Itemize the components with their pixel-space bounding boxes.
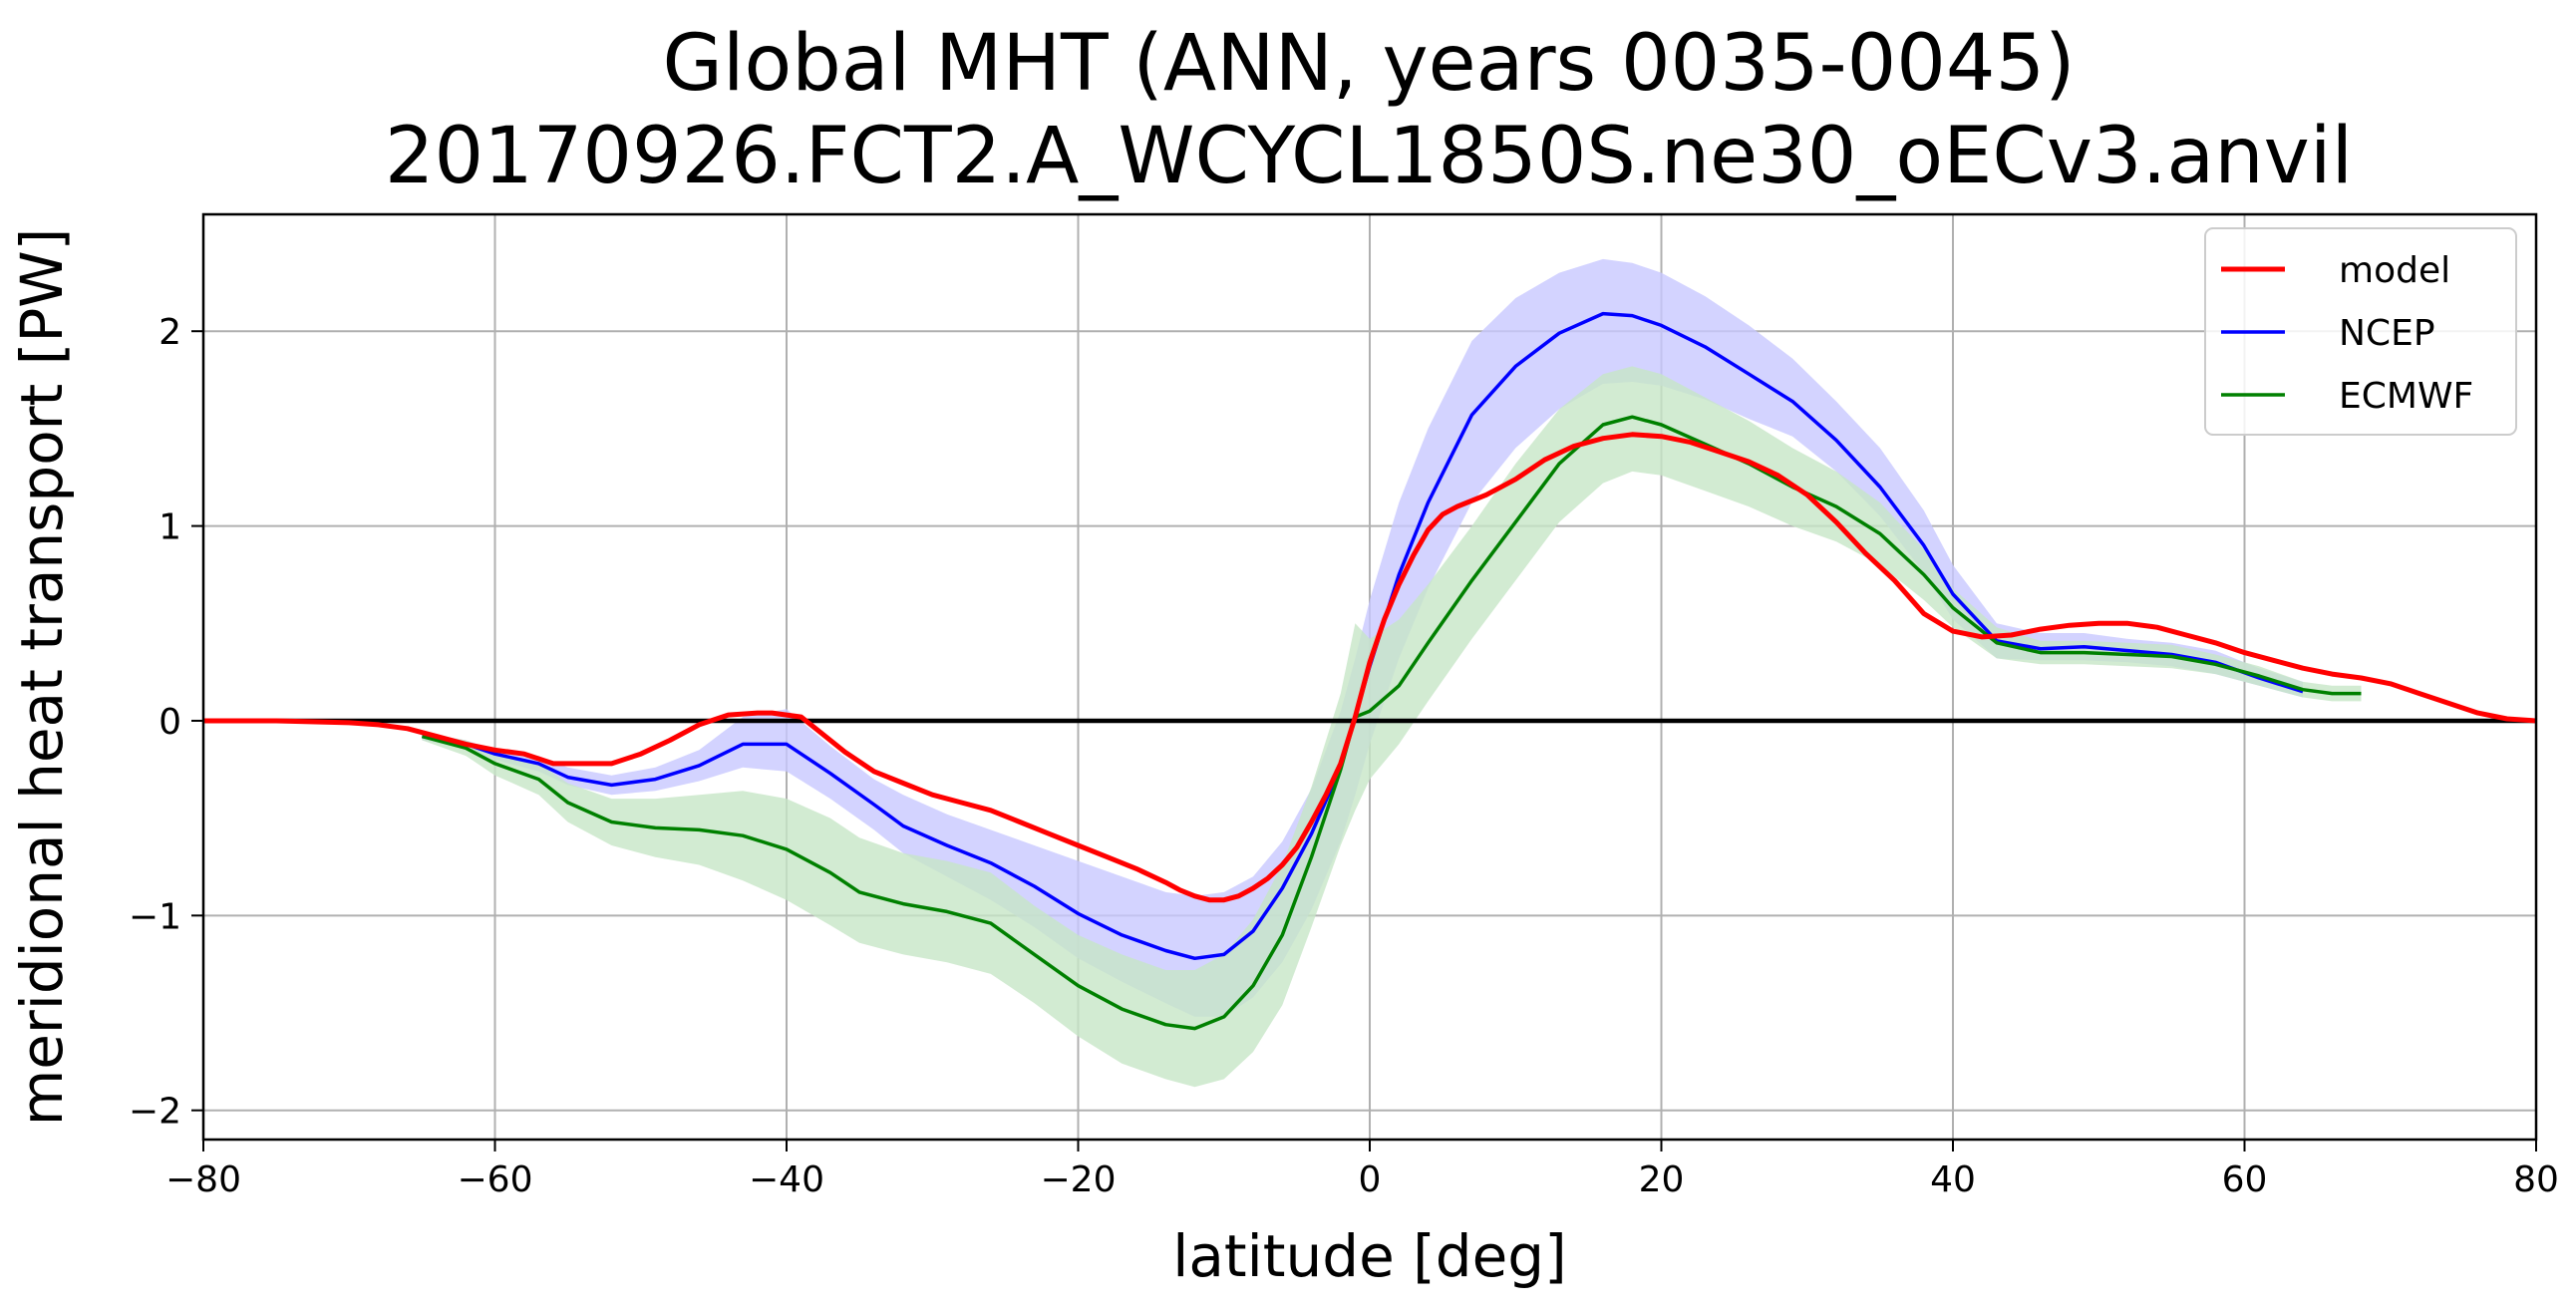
legend-label-ecmwf: ECMWF — [2339, 376, 2473, 417]
x-axis-ticks: −80 −60 −40 −20 0 20 40 60 80 — [165, 1140, 2559, 1200]
chart-subtitle: 20170926.FCT2.A_WCYCL1850S.ne30_oECv3.an… — [385, 112, 2353, 201]
x-tick-label: 40 — [1930, 1159, 1976, 1200]
legend: model NCEP ECMWF — [2204, 227, 2517, 436]
x-tick-label: 80 — [2513, 1159, 2559, 1200]
x-tick-label: 0 — [1359, 1159, 1382, 1200]
x-tick-label: −80 — [165, 1159, 241, 1200]
y-tick-label: −1 — [129, 896, 181, 937]
x-axis-label: latitude [deg] — [1172, 1222, 1567, 1290]
y-tick-label: 0 — [159, 702, 181, 743]
x-tick-label: 20 — [1639, 1159, 1685, 1200]
y-tick-label: −2 — [129, 1092, 181, 1133]
legend-label-ncep: NCEP — [2339, 313, 2435, 354]
y-tick-label: 2 — [159, 312, 181, 353]
series-lines — [203, 311, 2537, 1031]
y-axis-ticks: −2 −1 0 1 2 — [129, 312, 203, 1133]
chart-title: Global MHT (ANN, years 0035-0045) — [662, 19, 2075, 109]
series-line-ecmwf — [421, 415, 2362, 1031]
band-ecmwf — [422, 366, 2362, 1088]
y-axis-label: meridional heat transport [PW] — [8, 228, 76, 1127]
y-tick-label: 1 — [159, 507, 181, 548]
x-tick-label: −20 — [1041, 1159, 1117, 1200]
legend-box — [2204, 227, 2517, 436]
legend-label-model: model — [2339, 250, 2450, 291]
uncertainty-bands — [422, 258, 2362, 1088]
x-tick-label: 60 — [2222, 1159, 2268, 1200]
series-line-model — [203, 432, 2537, 903]
x-tick-label: −60 — [458, 1159, 533, 1200]
x-tick-label: −40 — [749, 1159, 824, 1200]
